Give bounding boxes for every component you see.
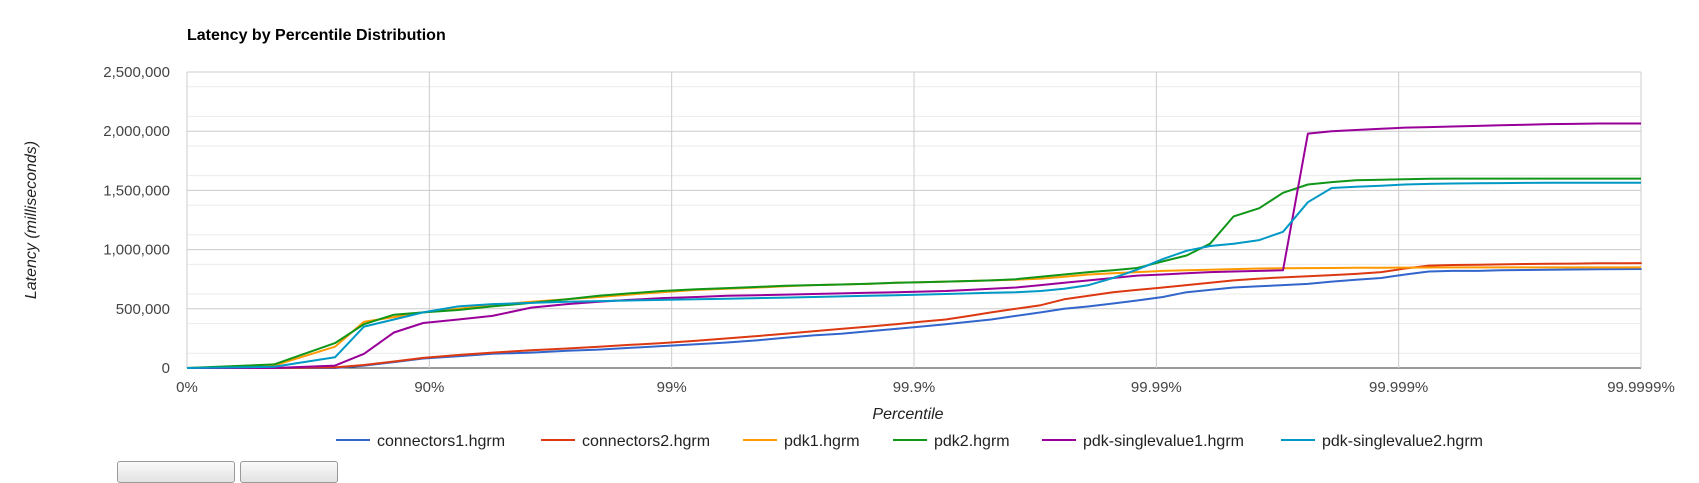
x-axis-ticks: 0% 90% 99% 99.9% 99.99% 99.999% 99.9999% [176,379,1675,396]
x-tick-label: 99.9% [893,379,936,396]
control-button-2[interactable] [240,461,338,483]
series-lines [186,122,1642,369]
latency-percentile-chart: Latency by Percentile Distribution 0 500,… [23,27,1675,450]
series-line [187,267,1642,369]
y-tick-label: 0 [162,360,170,377]
legend: connectors1.hgrm connectors2.hgrm pdk1.hgr… [336,433,1483,450]
x-tick-label: 99.9999% [1607,379,1675,396]
legend-label: pdk2.hgrm [934,433,1010,450]
y-tick-label: 1,500,000 [103,182,170,199]
y-tick-label: 1,000,000 [103,242,170,259]
legend-label: pdk1.hgrm [784,433,860,450]
legend-label: connectors2.hgrm [582,433,710,450]
x-tick-label: 99% [657,379,687,396]
y-tick-label: 2,500,000 [103,64,170,81]
y-tick-label: 500,000 [116,301,170,318]
series-line [187,122,1641,369]
x-tick-label: 99.99% [1131,379,1182,396]
chart-title: Latency by Percentile Distribution [187,27,446,44]
y-axis-title: Latency (milliseconds) [23,141,40,299]
x-tick-label: 90% [414,379,444,396]
legend-label: connectors1.hgrm [377,433,505,450]
x-tick-label: 0% [176,379,198,396]
legend-label: pdk-singlevalue2.hgrm [1322,433,1483,450]
x-axis-title: Percentile [872,406,943,423]
series-line [187,261,1642,369]
series-line [186,181,1641,369]
gridlines [186,71,1642,369]
series-line [186,177,1641,369]
y-axis-ticks: 0 500,000 1,000,000 1,500,000 2,000,000 2,500… [103,64,170,377]
control-button-1[interactable] [117,461,235,483]
y-tick-label: 2,000,000 [103,123,170,140]
legend-label: pdk-singlevalue1.hgrm [1083,433,1244,450]
x-tick-label: 99.999% [1369,379,1428,396]
